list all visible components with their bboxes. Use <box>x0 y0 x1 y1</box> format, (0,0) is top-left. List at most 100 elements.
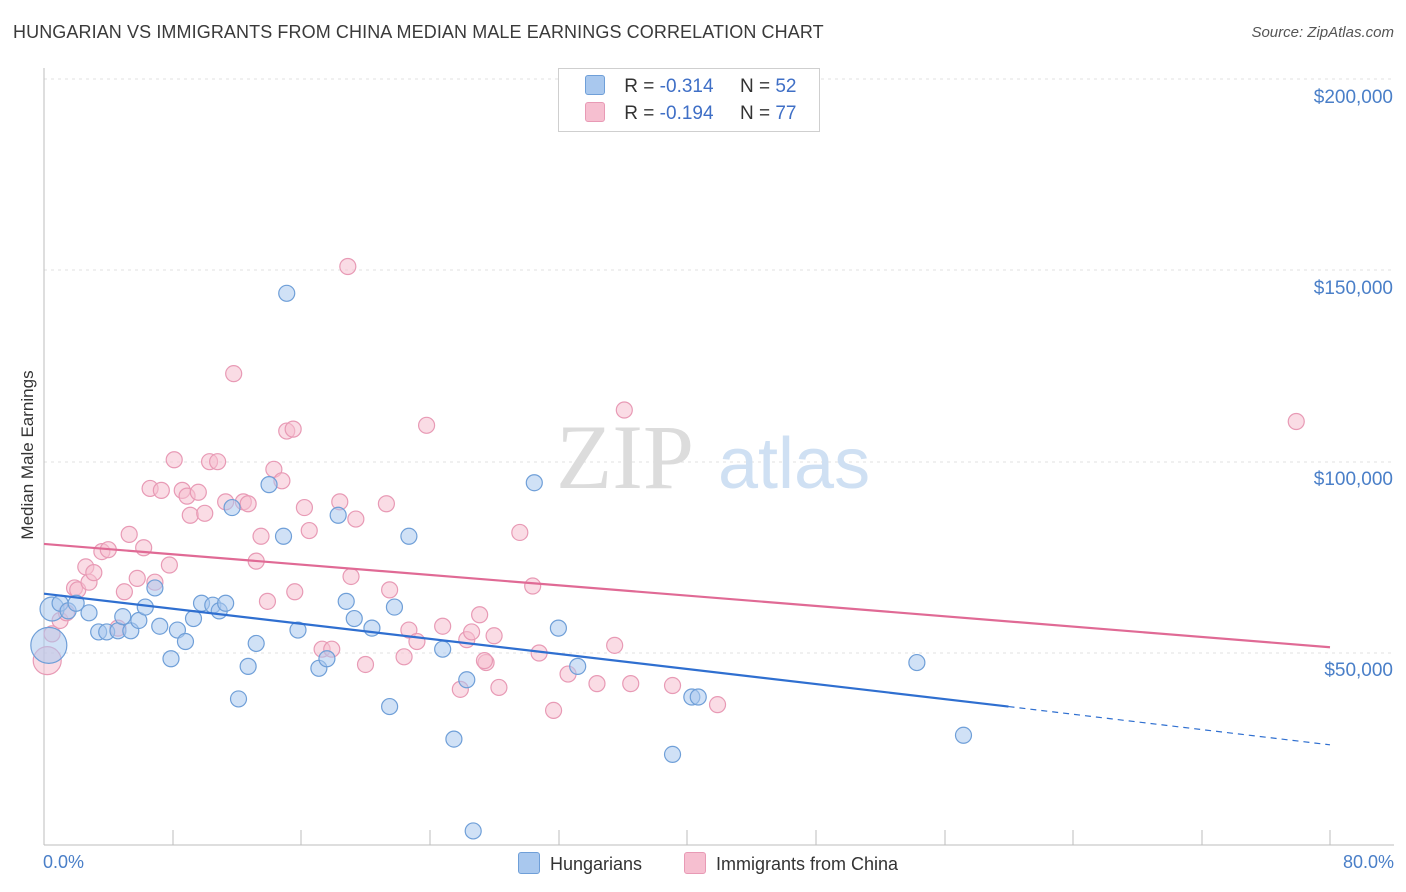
china-point <box>347 510 365 528</box>
bottom-legend-swatch-pink <box>684 852 706 874</box>
hungarian-point <box>223 498 241 517</box>
china-point <box>708 696 727 714</box>
hungarian-point <box>385 598 404 616</box>
hungarian-point <box>337 592 355 610</box>
china-point <box>128 569 146 587</box>
bottom-legend-hungarians: Hungarians <box>518 852 642 875</box>
source-label: Source: ZipAtlas.com <box>1251 24 1394 41</box>
y-tick-label-100k: $100,000 <box>1313 469 1393 490</box>
watermark-zip: ZIP <box>556 406 694 508</box>
china-point <box>115 583 133 601</box>
hungarian-trend-extension <box>1008 705 1331 746</box>
china-point <box>165 451 183 469</box>
legend-n-value: 52 <box>775 76 797 97</box>
china-point <box>471 606 489 624</box>
china-point <box>1287 412 1305 431</box>
china-point <box>160 556 178 574</box>
china-point <box>152 481 170 499</box>
hungarian-point <box>381 697 399 716</box>
hungarian-point <box>954 726 973 744</box>
hungarian-point <box>229 690 248 708</box>
y-tick-label-50k: $50,000 <box>1324 660 1393 681</box>
hungarian-point <box>908 653 926 672</box>
hungarian-point <box>549 619 568 637</box>
bottom-legend-label: Immigrants from China <box>716 854 899 874</box>
hungarian-point <box>67 594 85 612</box>
china-point <box>342 567 360 586</box>
china-point <box>434 617 452 635</box>
china-point <box>209 453 227 471</box>
hungarian-point <box>289 621 307 639</box>
china-point <box>588 675 606 693</box>
hungarian-point <box>464 822 482 840</box>
china-point <box>196 504 214 522</box>
china-point <box>622 675 640 693</box>
china-point <box>485 627 503 645</box>
hungarian-point <box>663 745 682 764</box>
china-point <box>615 401 633 419</box>
china-point <box>475 652 494 670</box>
hungarian-point <box>176 632 195 651</box>
hungarian-point <box>689 688 707 706</box>
china-point <box>300 521 318 540</box>
hungarian-point <box>274 527 293 545</box>
china-point <box>490 678 508 697</box>
legend-r-value: -0.194 <box>659 103 714 124</box>
y-tick-label-200k: $200,000 <box>1313 87 1393 108</box>
china-point <box>417 416 436 434</box>
bottom-legend-label: Hungarians <box>550 854 643 874</box>
china-point <box>284 420 302 438</box>
legend-row-hungarians: R = -0.314 N = 52 <box>585 75 796 98</box>
china-point <box>239 495 257 513</box>
watermark-atlas: atlas <box>718 424 870 504</box>
x-tick-label-max: 80.0% <box>1342 852 1394 872</box>
hungarian-point <box>114 608 132 626</box>
hungarian-point <box>239 657 257 675</box>
china-point <box>544 701 563 720</box>
y-tick-label-150k: $150,000 <box>1313 278 1393 299</box>
china-point <box>286 583 304 601</box>
trend-lines <box>43 542 1331 746</box>
legend-r-label: R = <box>624 76 655 97</box>
hungarian-trend-line <box>43 592 1009 708</box>
china-point <box>189 483 207 501</box>
hungarian-point <box>146 579 164 597</box>
hungarian-point <box>260 476 278 494</box>
china-point <box>381 581 399 599</box>
hungarian-point <box>445 730 463 748</box>
hungarian-point <box>434 640 452 658</box>
hungarian-point <box>278 284 296 302</box>
hungarian-point <box>569 657 587 675</box>
bottom-legend-swatch-blue <box>518 852 540 874</box>
china-point <box>524 577 542 595</box>
legend-r-label: R = <box>624 103 655 124</box>
china-point <box>252 527 270 545</box>
legend-n-value: 77 <box>775 103 797 124</box>
y-axis-label: Median Male Earnings <box>18 370 37 540</box>
hungarian-point <box>345 609 363 628</box>
hungarian-point <box>184 609 203 628</box>
hungarian-point <box>400 527 418 545</box>
china-point <box>181 506 199 524</box>
china-trend-line <box>43 542 1331 649</box>
chart-title: HUNGARIAN VS IMMIGRANTS FROM CHINA MEDIA… <box>13 22 824 42</box>
hungarian-point <box>458 671 476 689</box>
china-point <box>395 648 413 666</box>
china-point <box>85 564 103 582</box>
hungarian-point <box>162 650 180 668</box>
hungarian-point <box>525 474 543 492</box>
legend-row-china: R = -0.194 N = 77 <box>585 102 796 125</box>
legend-n-label: N = <box>739 103 771 124</box>
x-tick-label-min: 0.0% <box>43 852 85 872</box>
china-point <box>120 525 138 543</box>
hungarian-point <box>80 604 98 622</box>
legend-swatch-pink <box>585 102 605 122</box>
legend-swatch-blue <box>585 75 605 95</box>
stats-legend: R = -0.314 N = 52 R = -0.194 N = 77 <box>558 68 820 132</box>
china-point <box>356 655 375 674</box>
scatter-points <box>30 257 1305 840</box>
china-point <box>258 592 277 610</box>
china-point <box>663 676 682 695</box>
china-point <box>295 498 314 517</box>
